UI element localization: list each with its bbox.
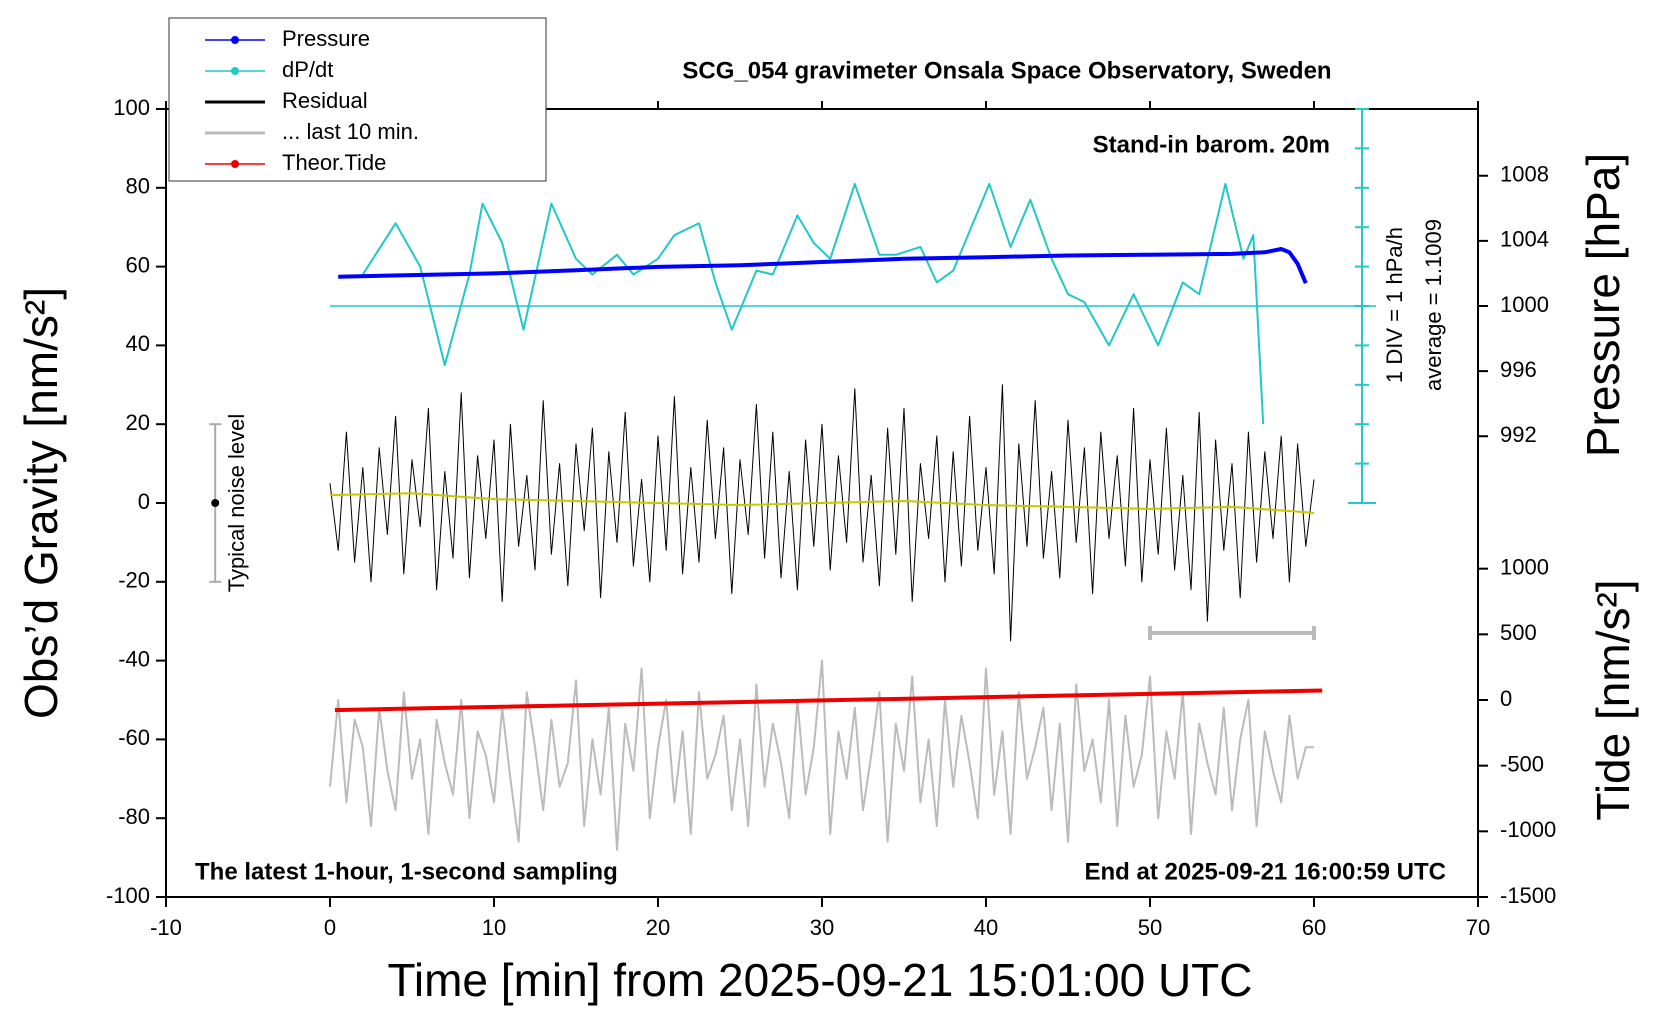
y3-tick-label: -1500 <box>1500 883 1556 908</box>
y2-tick-label: 1004 <box>1500 227 1549 252</box>
y3-tick-label: 0 <box>1500 686 1512 711</box>
y2-tick-label: 996 <box>1500 357 1537 382</box>
y3-axis-label: Tide [nm/s²] <box>1587 579 1639 820</box>
series-line <box>329 384 1315 642</box>
x-tick-label: 30 <box>810 915 834 940</box>
series-line <box>338 247 1308 284</box>
noise-point <box>211 499 220 507</box>
y-tick-label: 100 <box>113 95 150 120</box>
y-tick-label: 0 <box>138 489 150 514</box>
y3-tick-label: -500 <box>1500 751 1544 776</box>
y-tick-label: 40 <box>126 331 150 356</box>
y-axis-label: Obs’d Gravity [nm/s²] <box>15 287 67 719</box>
y3-tick-label: 1000 <box>1500 554 1549 579</box>
y2-axis-label: Pressure [hPa] <box>1577 153 1629 457</box>
y-tick-label: 20 <box>126 410 150 435</box>
x-tick-label: 60 <box>1302 915 1326 940</box>
series-line <box>329 659 1314 851</box>
y-tick-label: 60 <box>126 252 150 277</box>
y-tick-label: -80 <box>118 804 150 829</box>
series-line <box>334 688 1323 713</box>
y-tick-label: -60 <box>118 725 150 750</box>
y-tick-label: -40 <box>118 646 150 671</box>
chart-title: SCG_054 gravimeter Onsala Space Observat… <box>682 57 1331 84</box>
y-tick-label: -100 <box>106 883 150 908</box>
x-tick-label: 0 <box>324 915 336 940</box>
series-line <box>329 492 1315 514</box>
dpdt-scale-label: 1 DIV = 1 hPa/h <box>1382 227 1407 383</box>
legend-marker <box>231 160 239 168</box>
legend-label: Residual <box>282 88 368 113</box>
y2-tick-label: 1000 <box>1500 292 1549 317</box>
dpdt-average-label: average = 1.1009 <box>1421 219 1446 391</box>
x-tick-label: 10 <box>482 915 506 940</box>
x-tick-label: 50 <box>1138 915 1162 940</box>
annotation: The latest 1-hour, 1-second sampling <box>195 858 618 885</box>
x-axis-label: Time [min] from 2025-09-21 15:01:00 UTC <box>388 954 1253 1006</box>
legend-label: Pressure <box>282 26 370 51</box>
y-tick-label: 80 <box>126 174 150 199</box>
x-tick-label: -10 <box>150 915 182 940</box>
x-tick-label: 40 <box>974 915 998 940</box>
y2-tick-label: 992 <box>1500 422 1537 447</box>
legend-marker <box>231 67 239 75</box>
legend-box <box>168 17 547 182</box>
y3-tick-label: 500 <box>1500 620 1537 645</box>
x-tick-label: 70 <box>1466 915 1490 940</box>
y2-tick-label: 1008 <box>1500 162 1549 187</box>
y-tick-label: -20 <box>118 568 150 593</box>
legend-label: dP/dt <box>282 57 333 82</box>
series-line <box>361 182 1265 425</box>
annotation: End at 2025-09-21 16:00:59 UTC <box>1085 858 1447 885</box>
subtitle: Stand-in barom. 20m <box>1093 131 1330 158</box>
legend-label: ... last 10 min. <box>282 119 419 144</box>
legend-marker <box>231 36 239 44</box>
noise-label: Typical noise level <box>224 414 249 593</box>
legend-label: Theor.Tide <box>282 150 386 175</box>
y3-tick-label: -1000 <box>1500 817 1556 842</box>
x-tick-label: 20 <box>646 915 670 940</box>
